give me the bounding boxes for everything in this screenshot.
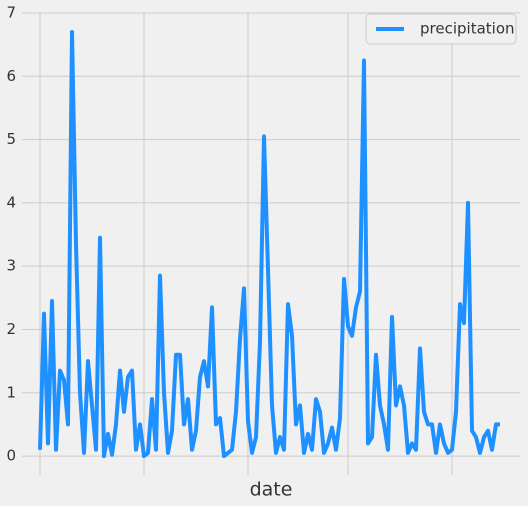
y-tick-label: 2 — [6, 320, 16, 338]
x-axis-label: date — [250, 479, 293, 501]
y-tick-label: 0 — [6, 447, 16, 465]
legend-label: precipitation — [420, 20, 515, 38]
y-tick-label: 5 — [6, 130, 16, 148]
data-line — [38, 29, 500, 459]
y-tick-label: 4 — [6, 193, 16, 211]
y-tick-label: 6 — [6, 67, 16, 85]
y-tick-label: 3 — [6, 257, 16, 275]
y-tick-label: 1 — [6, 383, 16, 401]
legend-box — [365, 13, 517, 45]
y-tick-label: 7 — [6, 4, 16, 22]
